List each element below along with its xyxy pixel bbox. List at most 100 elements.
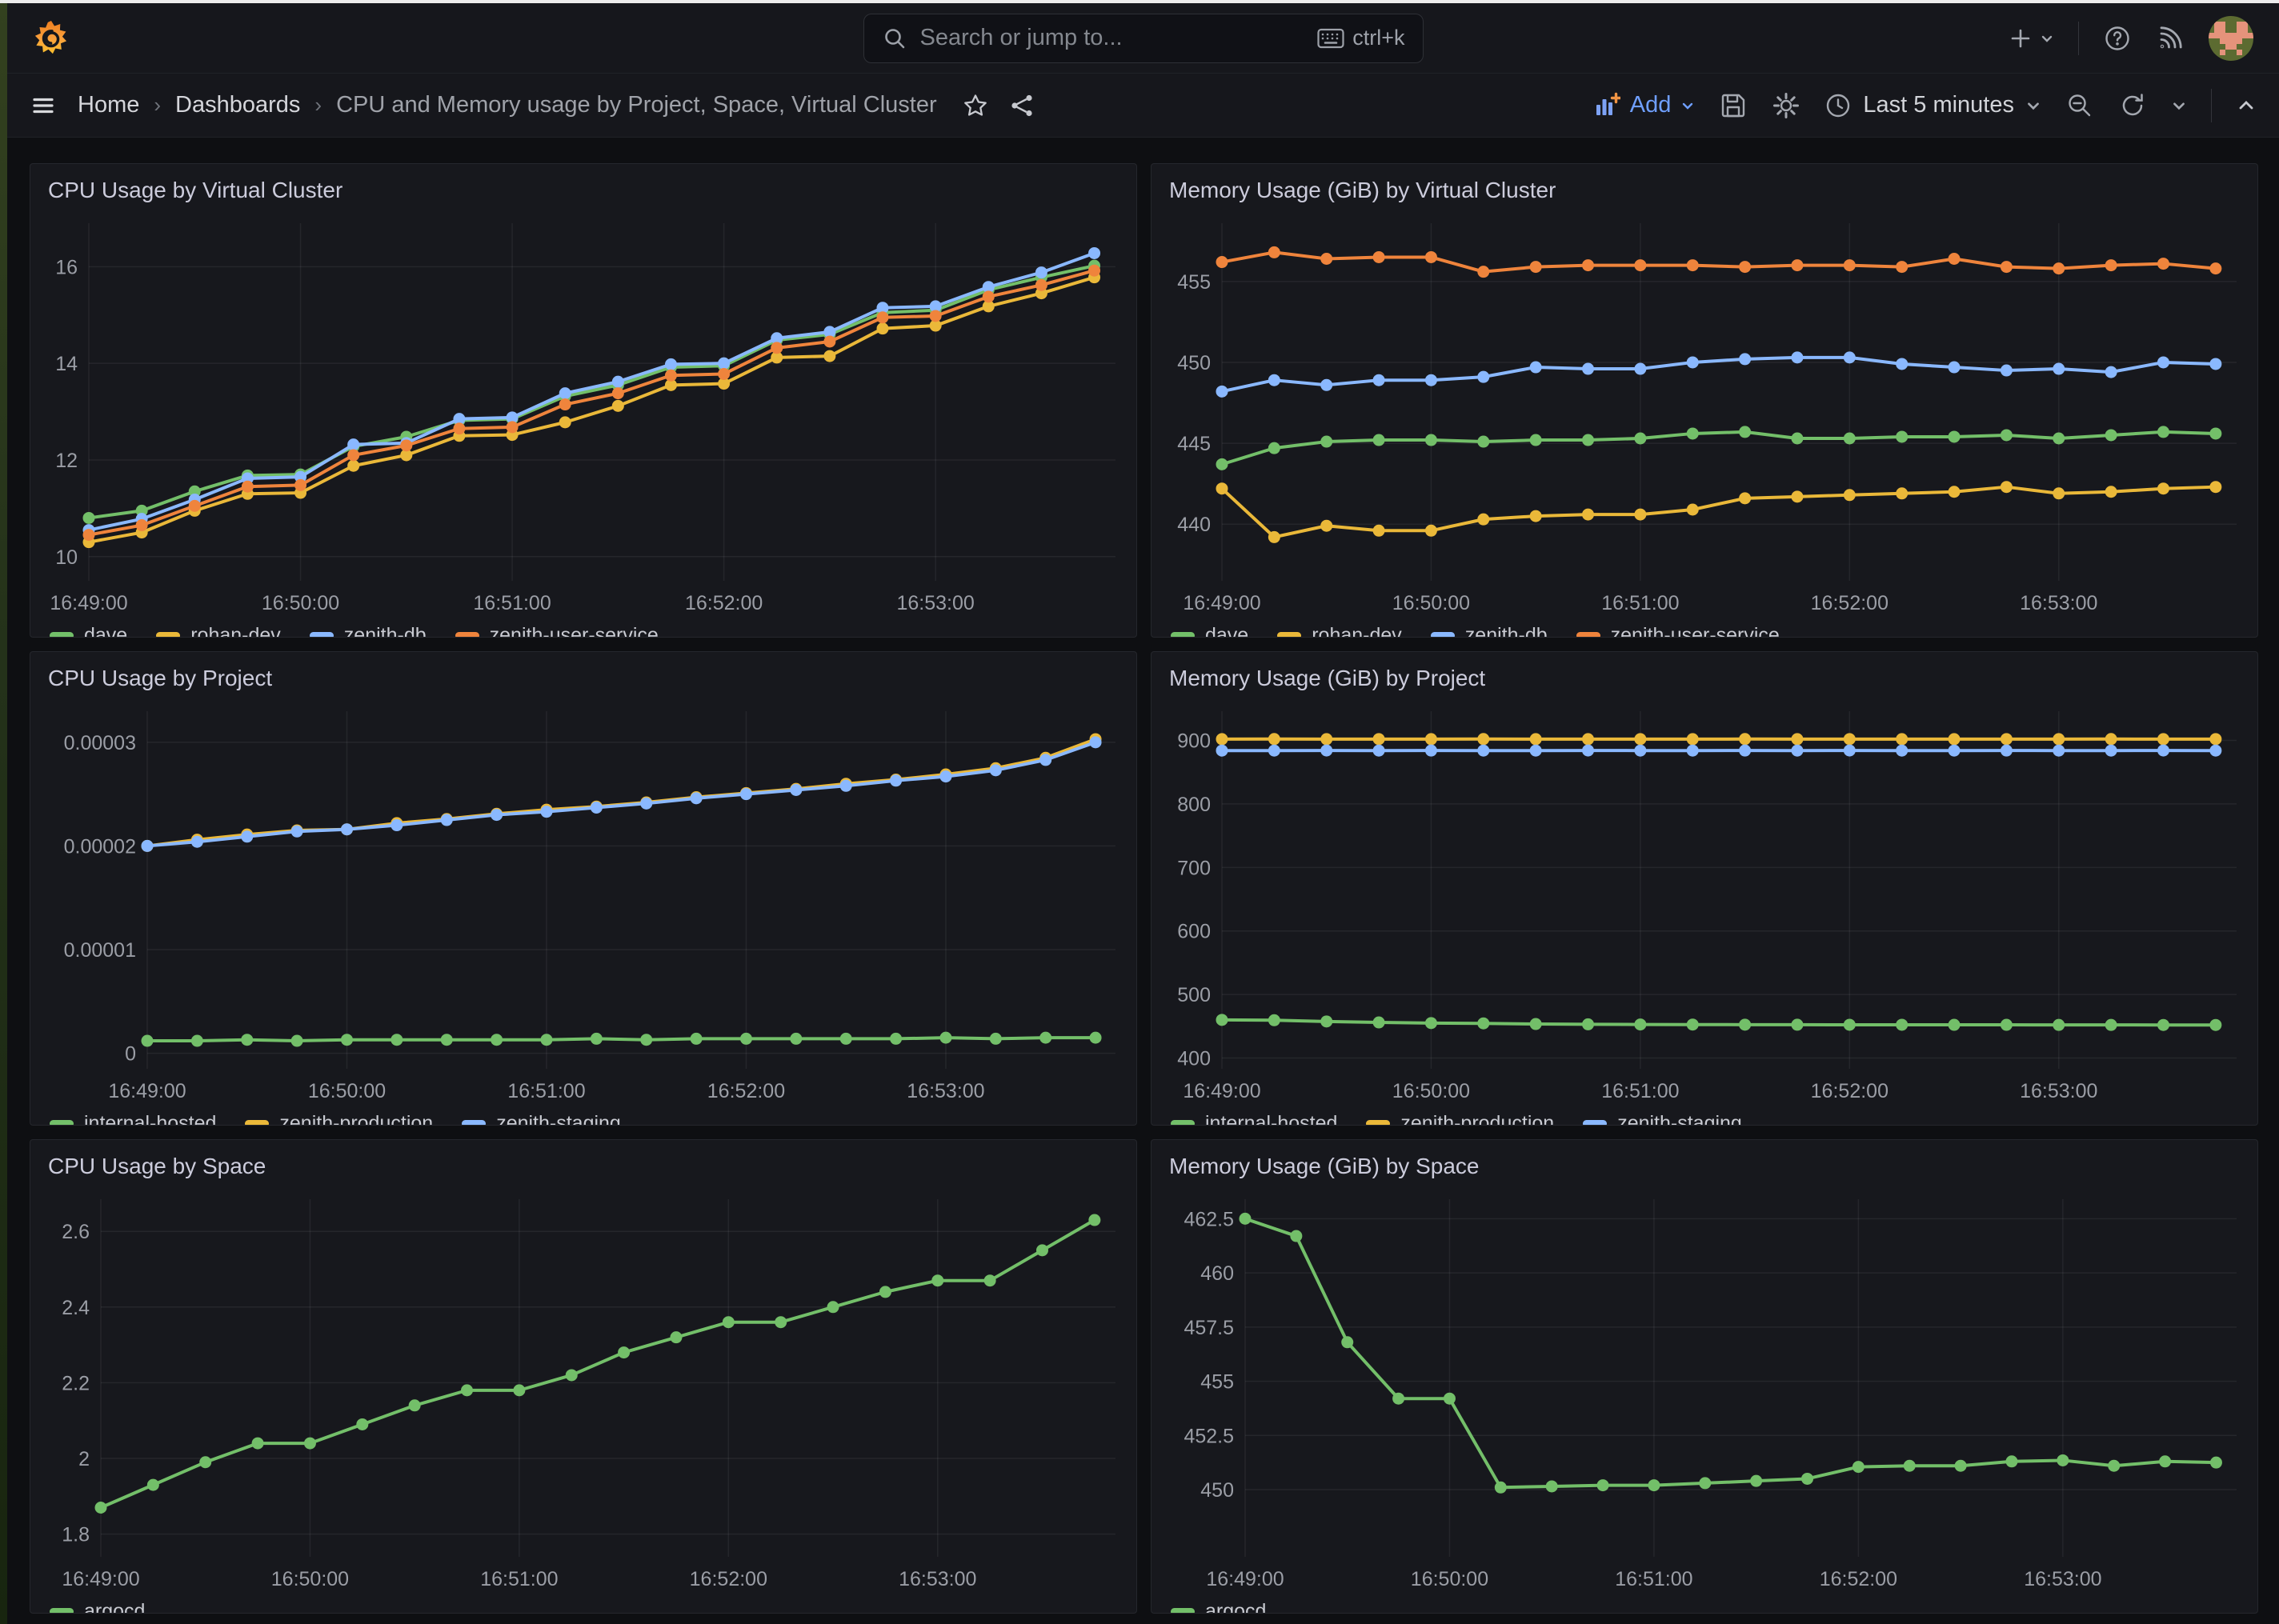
chart-legend: argocd (30, 1594, 1136, 1614)
svg-text:16:52:00: 16:52:00 (1820, 1568, 1897, 1590)
star-button[interactable] (963, 93, 988, 118)
zoom-out-button[interactable] (2065, 91, 2094, 120)
breadcrumb-dashboards[interactable]: Dashboards (175, 92, 300, 118)
svg-text:16:53:00: 16:53:00 (899, 1568, 976, 1590)
legend-label: argocd (1205, 1600, 1266, 1614)
panel-cpu-usage-by-virtual-cluster: CPU Usage by Virtual Cluster 1012141616:… (30, 163, 1137, 638)
svg-text:12: 12 (55, 450, 78, 472)
time-series-plot[interactable]: 1.822.22.42.616:49:0016:50:0016:51:0016:… (42, 1186, 1125, 1594)
legend-label: zenith-user-service (490, 624, 659, 638)
chevron-down-icon (1680, 98, 1695, 113)
legend-item-rohan-dev[interactable]: rohan-dev (156, 624, 281, 638)
breadcrumb-home[interactable]: Home (78, 92, 139, 118)
panel-title[interactable]: Memory Usage (GiB) by Project (1169, 666, 1485, 691)
save-dashboard-button[interactable] (1719, 91, 1748, 120)
legend-label: dave (1205, 624, 1248, 638)
grafana-logo[interactable] (33, 20, 70, 57)
legend-label: zenith-staging (1617, 1112, 1742, 1126)
legend-item-zenith-staging[interactable]: zenith-staging (1583, 1112, 1742, 1126)
legend-item-zenith-db[interactable]: zenith-db (310, 624, 427, 638)
panel-title[interactable]: Memory Usage (GiB) by Space (1169, 1154, 1479, 1179)
chart-legend: dave rohan-dev zenith-db zenith-user-servic… (30, 618, 1136, 638)
svg-text:460: 460 (1200, 1262, 1234, 1285)
desktop-edge (0, 3, 7, 1624)
legend-item-zenith-db[interactable]: zenith-db (1431, 624, 1548, 638)
svg-text:0.00001: 0.00001 (64, 939, 136, 962)
panel-cpu-usage-by-space: CPU Usage by Space 1.822.22.42.616:49:00… (30, 1139, 1137, 1614)
new-menu-button[interactable] (2008, 26, 2054, 51)
panel-memory-usage-by-project: Memory Usage (GiB) by Project 4005006007… (1151, 651, 2258, 1126)
chevron-right-icon: › (154, 93, 161, 118)
svg-text:16:49:00: 16:49:00 (1183, 592, 1260, 614)
panel-title[interactable]: CPU Usage by Project (48, 666, 272, 691)
svg-text:0.00002: 0.00002 (64, 835, 136, 858)
legend-item-internal-hosted[interactable]: internal-hosted (1171, 1112, 1337, 1126)
legend-color (1366, 1120, 1390, 1126)
svg-text:16:51:00: 16:51:00 (480, 1568, 558, 1590)
search-input[interactable] (920, 25, 1305, 51)
help-button[interactable] (2103, 24, 2132, 53)
svg-text:450: 450 (1177, 352, 1211, 374)
share-button[interactable] (1009, 93, 1035, 118)
svg-text:16:53:00: 16:53:00 (907, 1080, 984, 1102)
time-series-plot[interactable]: 00.000010.000020.0000316:49:0016:50:0016… (42, 698, 1125, 1106)
legend-item-rohan-dev[interactable]: rohan-dev (1277, 624, 1402, 638)
svg-text:16:51:00: 16:51:00 (507, 1080, 585, 1102)
legend-label: argocd (84, 1600, 145, 1614)
svg-text:600: 600 (1177, 921, 1211, 943)
svg-text:800: 800 (1177, 794, 1211, 816)
svg-text:900: 900 (1177, 730, 1211, 753)
chevron-down-icon (2025, 98, 2041, 114)
legend-color (50, 1608, 74, 1614)
breadcrumb-current: CPU and Memory usage by Project, Space, … (336, 92, 937, 118)
svg-text:2.6: 2.6 (62, 1221, 90, 1243)
legend-item-argocd[interactable]: argocd (50, 1600, 145, 1614)
panel-title[interactable]: CPU Usage by Virtual Cluster (48, 178, 342, 203)
add-button[interactable]: Add (1593, 92, 1696, 119)
menu-toggle-button[interactable] (30, 92, 57, 119)
refresh-interval-dropdown[interactable] (2171, 98, 2187, 114)
svg-text:16:53:00: 16:53:00 (2020, 1080, 2097, 1102)
time-series-plot[interactable]: 1012141616:49:0016:50:0016:51:0016:52:00… (42, 210, 1125, 618)
legend-item-zenith-user-service[interactable]: zenith-user-service (1576, 624, 1780, 638)
grafana-app: ctrl+k (7, 3, 2279, 1624)
dashboard-settings-button[interactable] (1772, 91, 1800, 120)
refresh-button[interactable] (2118, 91, 2147, 120)
svg-text:16:52:00: 16:52:00 (685, 592, 763, 614)
legend-item-zenith-user-service[interactable]: zenith-user-service (455, 624, 659, 638)
svg-text:462.5: 462.5 (1184, 1208, 1234, 1230)
legend-item-internal-hosted[interactable]: internal-hosted (50, 1112, 216, 1126)
time-range-picker[interactable]: Last 5 minutes (1824, 92, 2041, 119)
legend-item-zenith-staging[interactable]: zenith-staging (462, 1112, 621, 1126)
svg-text:455: 455 (1200, 1371, 1234, 1394)
panel-title[interactable]: CPU Usage by Space (48, 1154, 266, 1179)
chevron-right-icon: › (314, 93, 322, 118)
search-icon (882, 26, 907, 51)
rss-icon[interactable] (2156, 24, 2185, 53)
collapse-button[interactable] (2236, 95, 2257, 116)
svg-text:16:51:00: 16:51:00 (1601, 1080, 1679, 1102)
time-series-plot[interactable]: 40050060070080090016:49:0016:50:0016:51:… (1163, 698, 2246, 1106)
svg-text:16:49:00: 16:49:00 (62, 1568, 139, 1590)
user-avatar[interactable] (2209, 16, 2253, 61)
legend-color (310, 632, 334, 638)
time-series-plot[interactable]: 44044545045516:49:0016:50:0016:51:0016:5… (1163, 210, 2246, 618)
legend-color (245, 1120, 269, 1126)
chevron-down-icon (2171, 98, 2187, 114)
svg-text:457.5: 457.5 (1184, 1317, 1234, 1339)
legend-color (1277, 632, 1301, 638)
legend-item-zenith-production[interactable]: zenith-production (245, 1112, 433, 1126)
svg-text:16:50:00: 16:50:00 (1392, 592, 1470, 614)
chart-legend: argocd (1152, 1594, 2257, 1614)
legend-item-zenith-production[interactable]: zenith-production (1366, 1112, 1554, 1126)
legend-item-dave[interactable]: dave (1171, 624, 1248, 638)
legend-item-argocd[interactable]: argocd (1171, 1600, 1266, 1614)
svg-text:16:51:00: 16:51:00 (1601, 592, 1679, 614)
chart-legend: internal-hosted zenith-production zenith-s… (1152, 1106, 2257, 1126)
search-shortcut: ctrl+k (1317, 26, 1404, 50)
search-bar[interactable]: ctrl+k (863, 14, 1424, 63)
panel-title[interactable]: Memory Usage (GiB) by Virtual Cluster (1169, 178, 1556, 203)
legend-color (1583, 1120, 1607, 1126)
time-series-plot[interactable]: 450452.5455457.5460462.516:49:0016:50:00… (1163, 1186, 2246, 1594)
legend-item-dave[interactable]: dave (50, 624, 127, 638)
